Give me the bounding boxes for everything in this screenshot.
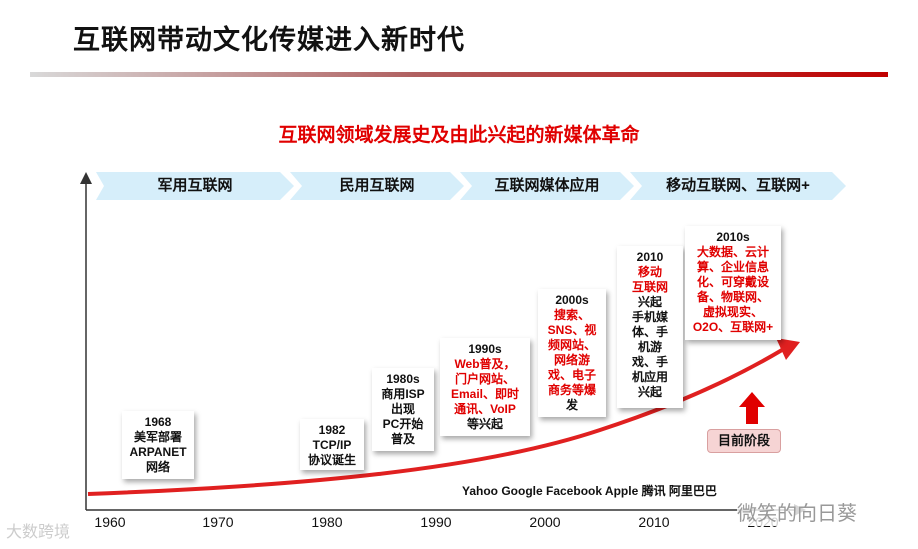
x-tick-label: 1960 (94, 514, 126, 530)
era-label: 军用互联网 (157, 177, 233, 194)
milestone-text-line: 备、物联网、 (696, 290, 769, 304)
milestone-2010s: 2010s 大数据、云计 算、企业信息 化、可穿戴设 备、物联网、 虚拟现实、 O2O、互联… (685, 226, 781, 340)
milestone-text-line: 1982 (318, 423, 346, 437)
milestone-text-line: 机游 (637, 340, 662, 354)
milestone-text-line: 化、可穿戴设 (696, 275, 769, 289)
milestone-text-line: 门户网站、 (454, 372, 515, 386)
x-tick-label: 1980 (311, 514, 343, 530)
era-military-internet: 军用互联网 (96, 172, 294, 200)
milestone-text-line: 大数据、云计 (696, 245, 769, 259)
milestone-text-line: 移动 (637, 265, 662, 279)
milestone-text-line: 兴起 (637, 385, 662, 399)
era-mobile-internet-plus: 移动互联网、互联网+ (630, 172, 846, 200)
page-title: 互联网带动文化传媒进入新时代 (73, 25, 465, 55)
era-internet-media: 互联网媒体应用 (460, 172, 634, 200)
milestone-text-line: 频网站、 (547, 338, 596, 352)
milestone-text-line: 虚拟现实、 (702, 305, 763, 319)
milestone-text-line: 戏、手 (631, 355, 668, 369)
milestone-text-line: 算、企业信息 (696, 260, 769, 274)
growth-curve (87, 348, 784, 496)
milestone-text-line: 兴起 (637, 295, 662, 309)
milestone-text-line: 发 (565, 398, 578, 412)
milestone-text-line: 商用ISP (381, 387, 425, 401)
milestone-text-line: 搜索、 (553, 308, 590, 322)
company-list: Yahoo Google Facebook Apple 腾讯 阿里巴巴 (462, 484, 717, 498)
era-civil-internet: 民用互联网 (290, 172, 464, 200)
milestone-text-line: 网络 (145, 460, 170, 474)
milestone-text-line: 体、手 (631, 325, 668, 339)
milestone-text-line: 2010s (716, 230, 750, 244)
milestone-text-line: 商务等爆 (547, 383, 596, 397)
watermark-left: 大数跨境 (6, 524, 71, 541)
milestone-text-line: 戏、电子 (547, 368, 596, 382)
milestone-text-line: 协议诞生 (307, 453, 356, 467)
header-divider (30, 72, 888, 77)
milestone-text-line: SNS、视 (547, 323, 597, 337)
diagram-subtitle: 互联网领域发展史及由此兴起的新媒体革命 (278, 125, 640, 146)
milestone-text-line: 通讯、VoIP (454, 402, 516, 416)
milestone-1968: 1968 美军部署 ARPANET 网络 (122, 411, 194, 479)
milestone-text-line: 普及 (390, 432, 415, 446)
milestone-text-line: 等兴起 (466, 417, 503, 431)
now-up-arrow-icon (739, 392, 765, 424)
milestone-text-line: O2O、互联网+ (692, 320, 774, 334)
x-tick-label: 1970 (202, 514, 234, 530)
milestone-2000s: 2000s 搜索、 SNS、视 频网站、 网络游 戏、电子 商务等爆发 (538, 289, 606, 417)
milestone-text-line: Email、即时 (450, 387, 520, 401)
era-label: 移动互联网、互联网+ (666, 177, 810, 194)
milestone-text-line: 2010 (636, 250, 664, 264)
milestone-text-line: 1980s (386, 372, 420, 386)
growth-curve-arrowhead (776, 338, 800, 360)
milestone-text-line: 网络游 (553, 353, 590, 367)
x-tick-label: 2010 (638, 514, 670, 530)
milestone-text-line: 手机媒 (631, 310, 668, 324)
milestone-1982: 1982 TCP/IP 协议诞生 (300, 419, 364, 470)
milestone-2010: 2010 移动 互联网 兴起 手机媒 体、手 机游 戏、手 机应用 兴起 (617, 246, 683, 408)
x-tick-label: 2000 (529, 514, 561, 530)
milestone-text-line: 互联网 (631, 280, 668, 294)
era-label: 民用互联网 (339, 177, 415, 194)
milestone-text-line: PC开始 (382, 417, 424, 431)
milestone-text-line: ARPANET (129, 445, 187, 459)
milestone-text-line: 出现 (390, 402, 415, 416)
milestone-1980s: 1980s 商用ISP 出现 PC开始 普及 (372, 368, 434, 451)
milestone-text-line: 1968 (144, 415, 172, 429)
current-stage-label: 目前阶段 (707, 429, 781, 453)
milestone-text-line: 2000s (555, 293, 589, 307)
milestone-text-line: TCP/IP (312, 438, 352, 452)
milestone-1990s: 1990s Web普及， 门户网站、 Email、即时 通讯、VoIP 等兴起 (440, 338, 530, 436)
milestone-text-line: Web普及， (454, 357, 516, 371)
milestone-text-line: 1990s (468, 342, 502, 356)
milestone-text-line: 机应用 (631, 370, 668, 384)
era-label: 互联网媒体应用 (494, 177, 600, 194)
milestone-text-line: 美军部署 (133, 430, 182, 444)
x-tick-label: 1990 (420, 514, 452, 530)
watermark-right: 微笑的向日葵 (737, 497, 857, 526)
